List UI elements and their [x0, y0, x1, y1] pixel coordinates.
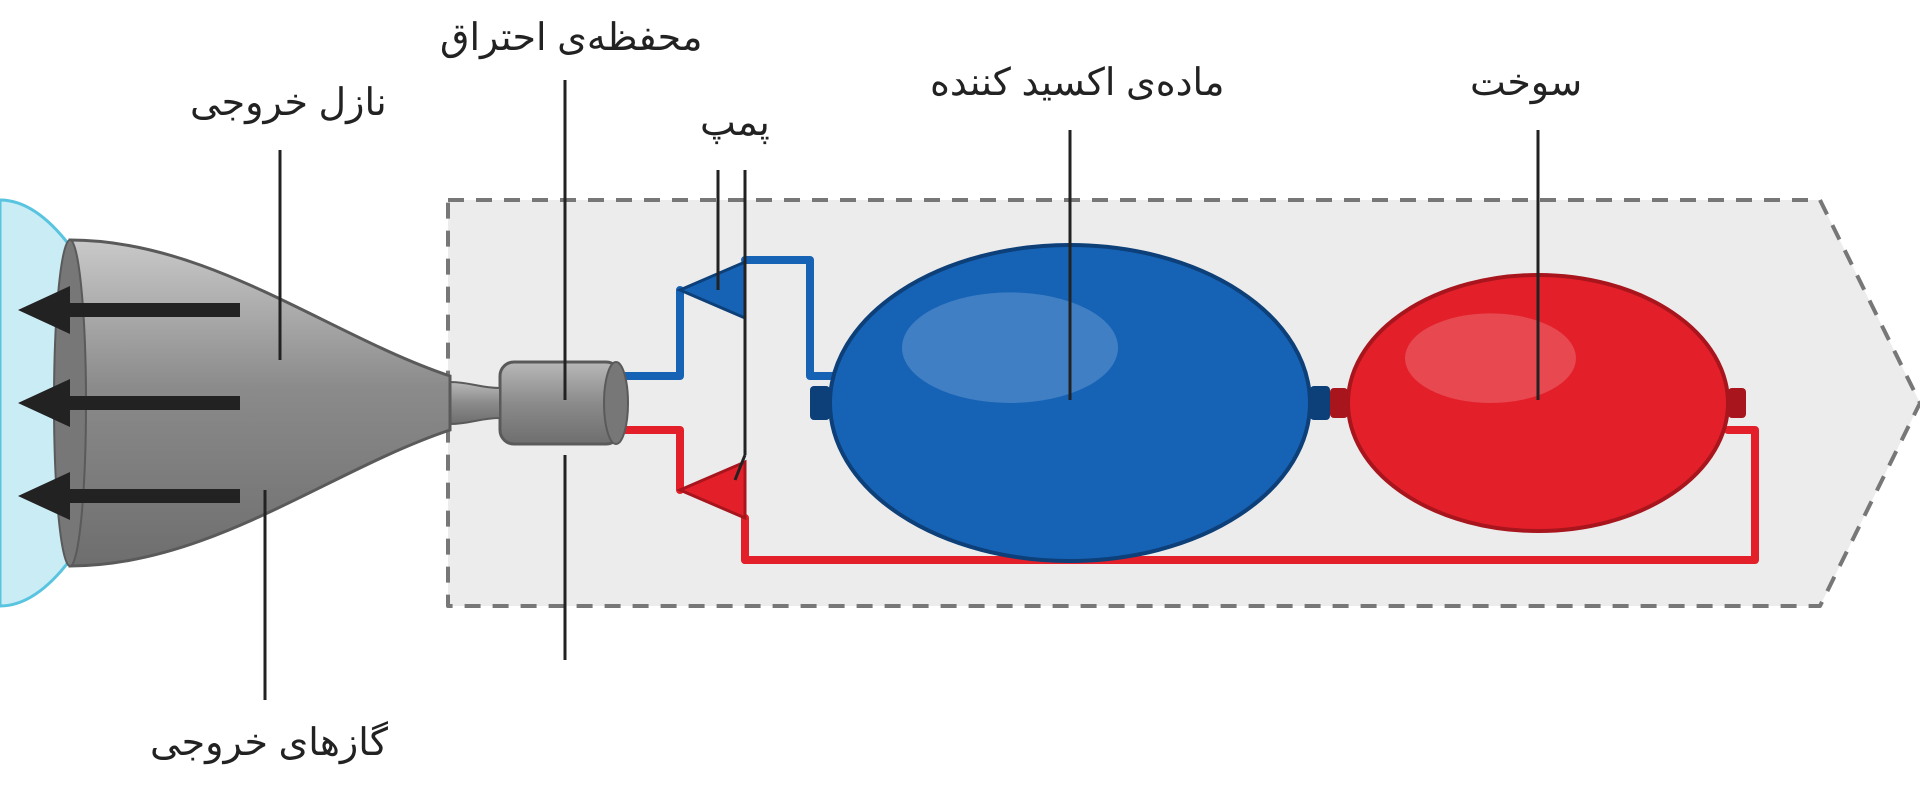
label-exhaust-gases: گازهای خروجی	[150, 720, 388, 765]
label-combustion-chamber: محفظه‌ی احتراق	[440, 15, 702, 60]
label-fuel: سوخت	[1470, 60, 1582, 105]
combustion-chamber	[500, 362, 620, 444]
nozzle-throat	[450, 382, 500, 424]
label-nozzle: نازل خروجی	[190, 80, 387, 125]
label-pump: پمپ	[700, 100, 770, 145]
label-oxidizer: ماده‌ی اکسید کننده	[930, 60, 1224, 105]
